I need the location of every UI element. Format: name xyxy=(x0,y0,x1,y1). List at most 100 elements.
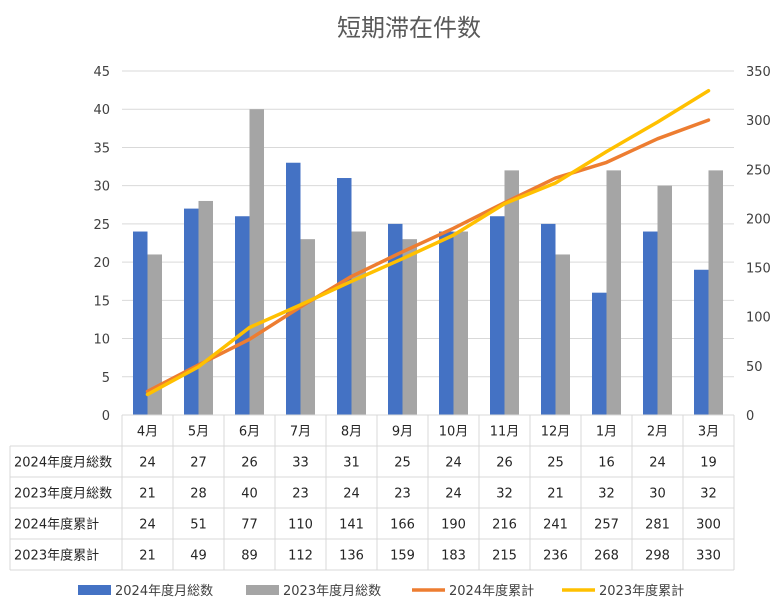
bar-2023 xyxy=(657,185,672,415)
table-cell: 141 xyxy=(339,518,364,533)
table-cell: 30 xyxy=(649,487,666,502)
table-cell: 23 xyxy=(292,487,309,502)
right-axis-tick-label: 350 xyxy=(746,65,771,80)
bar-2024 xyxy=(337,178,352,415)
bar-2024 xyxy=(286,162,301,415)
bar-2024 xyxy=(643,231,658,415)
left-axis-tick-label: 40 xyxy=(93,103,110,118)
legend-label: 2023年度月総数 xyxy=(283,583,381,599)
table-cell: 32 xyxy=(598,487,615,502)
category-label: 8月 xyxy=(341,425,362,440)
table-cell: 32 xyxy=(700,487,717,502)
bar-2023 xyxy=(555,254,570,415)
legend: 2024年度月総数 2023年度月総数 2024年度累計 2023年度累計 xyxy=(78,583,684,599)
table-cell: 27 xyxy=(190,456,207,471)
table-cell: 136 xyxy=(339,549,364,564)
left-axis-tick-label: 30 xyxy=(93,180,110,195)
table-cell: 298 xyxy=(645,549,670,564)
category-label: 6月 xyxy=(239,425,260,440)
category-label: 12月 xyxy=(541,425,571,440)
left-axis-tick-label: 15 xyxy=(93,294,110,309)
bar-2023 xyxy=(198,200,213,415)
bar-2024 xyxy=(490,216,505,415)
table-cell: 77 xyxy=(241,518,258,533)
table-cell: 166 xyxy=(390,518,415,533)
legend-label: 2024年度累計 xyxy=(449,583,534,599)
table-row-label: 2024年度累計 xyxy=(14,517,99,533)
left-axis-tick-label: 0 xyxy=(102,409,110,424)
table-cell: 257 xyxy=(594,518,619,533)
lines xyxy=(145,88,711,397)
table-cell: 23 xyxy=(394,487,411,502)
bar-2024 xyxy=(439,231,454,415)
legend-label: 2024年度月総数 xyxy=(115,583,213,599)
category-label: 1月 xyxy=(596,425,617,440)
category-label: 9月 xyxy=(392,425,413,440)
table-cell: 25 xyxy=(547,456,564,471)
left-axis-tick-label: 35 xyxy=(93,141,110,156)
category-label: 7月 xyxy=(290,425,311,440)
category-label: 2月 xyxy=(647,425,668,440)
table-cell: 24 xyxy=(139,456,156,471)
table-cell: 49 xyxy=(190,549,207,564)
category-label: 4月 xyxy=(137,425,158,440)
bar-2024 xyxy=(592,292,607,415)
table-cell: 281 xyxy=(645,518,670,533)
table-row-label: 2023年度月総数 xyxy=(14,486,112,502)
line-2024-cumulative xyxy=(145,118,711,394)
table-cell: 110 xyxy=(288,518,313,533)
bar-2023 xyxy=(504,170,519,415)
table-row-label: 2023年度累計 xyxy=(14,548,99,564)
table-cell: 24 xyxy=(139,518,156,533)
bar-2024 xyxy=(694,269,709,415)
table-cell: 215 xyxy=(492,549,517,564)
table-cell: 236 xyxy=(543,549,568,564)
table-cell: 19 xyxy=(700,456,717,471)
table-cell: 40 xyxy=(241,487,258,502)
table-cell: 300 xyxy=(696,518,721,533)
left-axis-tick-label: 25 xyxy=(93,218,110,233)
table-cell: 89 xyxy=(241,549,258,564)
bar-2024 xyxy=(235,216,250,415)
table-cell: 183 xyxy=(441,549,466,564)
table-cell: 330 xyxy=(696,549,721,564)
legend-label: 2023年度累計 xyxy=(599,583,684,599)
table-cell: 112 xyxy=(288,549,313,564)
right-axis-tick-label: 50 xyxy=(746,360,763,375)
table-cell: 16 xyxy=(598,456,615,471)
bar-2024 xyxy=(388,223,403,415)
legend-swatch xyxy=(78,585,111,595)
data-table: 4月 5月 6月 7月 8月 9月 10月 11月 12月 1月 2月 3月 2024年度月総数 24 27… xyxy=(9,414,735,571)
bar-2024 xyxy=(184,208,199,415)
bar-2023 xyxy=(708,170,723,415)
left-axis-tick-label: 45 xyxy=(93,65,110,80)
table-cell: 51 xyxy=(190,518,207,533)
table-cell: 24 xyxy=(445,456,462,471)
chart-title: 短期滞在件数 xyxy=(337,14,481,42)
legend-swatch xyxy=(246,585,279,595)
table-cell: 26 xyxy=(496,456,513,471)
bar-2023 xyxy=(606,170,621,415)
table-cell: 159 xyxy=(390,549,415,564)
table-cell: 268 xyxy=(594,549,619,564)
table-cell: 24 xyxy=(343,487,360,502)
table-cell: 31 xyxy=(343,456,360,471)
table-cell: 21 xyxy=(139,549,156,564)
right-axis-tick-label: 100 xyxy=(746,311,771,326)
bar-2023 xyxy=(453,231,468,415)
right-axis-tick-label: 300 xyxy=(746,114,771,129)
bar-2023 xyxy=(300,239,315,415)
bar-2023 xyxy=(351,231,366,415)
right-axis-tick-label: 200 xyxy=(746,212,771,227)
category-label: 3月 xyxy=(698,425,719,440)
left-axis: 0 5 10 15 20 25 30 35 40 45 xyxy=(93,65,110,424)
table-cell: 33 xyxy=(292,456,309,471)
table-cell: 24 xyxy=(649,456,666,471)
table-cell: 216 xyxy=(492,518,517,533)
table-row-label: 2024年度月総数 xyxy=(14,455,112,471)
table-cell: 21 xyxy=(547,487,564,502)
bars xyxy=(133,109,723,415)
table-cell: 24 xyxy=(445,487,462,502)
table-cell: 25 xyxy=(394,456,411,471)
